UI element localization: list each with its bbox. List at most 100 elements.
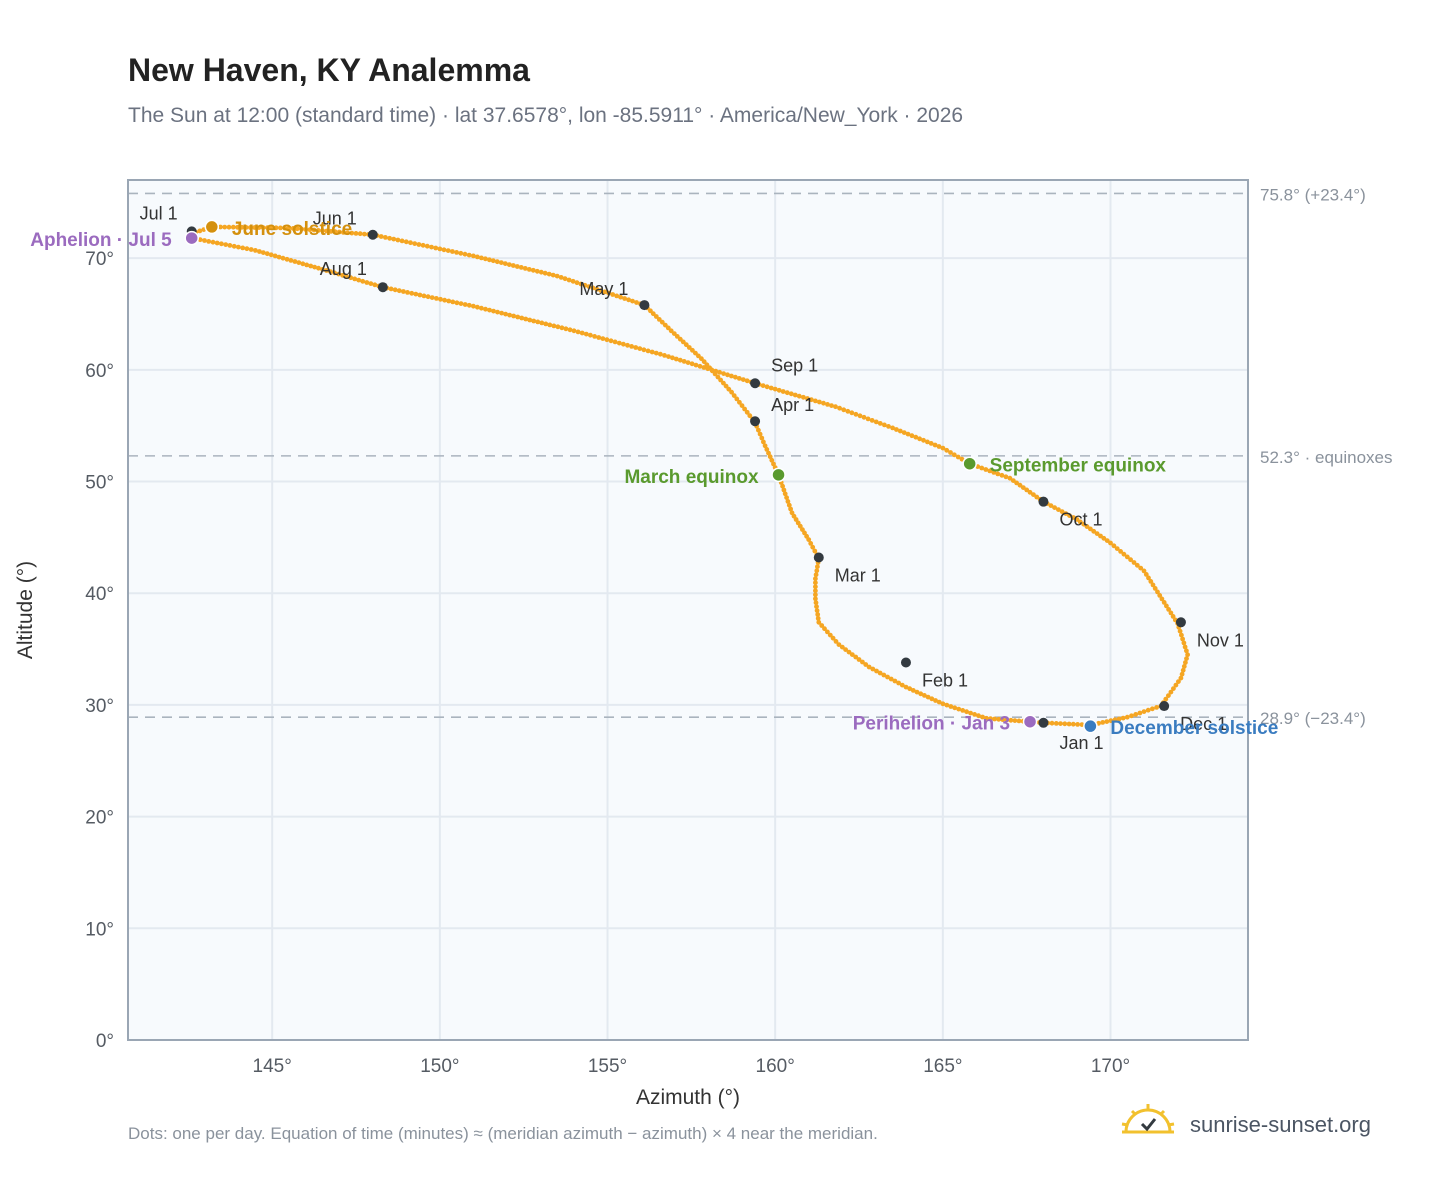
daily-dot bbox=[282, 225, 288, 231]
daily-dot bbox=[526, 267, 532, 272]
daily-dot bbox=[760, 383, 766, 388]
daily-dot bbox=[621, 341, 626, 347]
daily-dot bbox=[744, 409, 750, 415]
daily-dot bbox=[202, 238, 207, 243]
y-tick-label: 50° bbox=[85, 473, 114, 494]
daily-dot bbox=[814, 608, 820, 613]
month-marker bbox=[1038, 717, 1049, 728]
daily-dot bbox=[1124, 554, 1130, 560]
daily-dot bbox=[592, 334, 597, 339]
daily-dot bbox=[519, 315, 525, 321]
daily-dot bbox=[383, 235, 388, 240]
daily-dot bbox=[801, 394, 806, 400]
daily-dot bbox=[762, 443, 768, 449]
daily-dot bbox=[1137, 710, 1143, 716]
daily-dot bbox=[815, 564, 820, 570]
daily-dot bbox=[785, 499, 791, 504]
daily-dot bbox=[1146, 575, 1151, 581]
daily-dot bbox=[913, 434, 919, 440]
daily-dot bbox=[948, 704, 954, 709]
daily-dot bbox=[269, 225, 275, 231]
x-axis-label: Azimuth (°) bbox=[636, 1086, 740, 1109]
daily-dot bbox=[813, 576, 818, 582]
daily-dot bbox=[538, 269, 544, 275]
daily-dot bbox=[602, 289, 608, 295]
daily-dot bbox=[284, 256, 290, 262]
daily-dot bbox=[441, 247, 447, 253]
daily-dot bbox=[725, 372, 730, 378]
daily-dot bbox=[662, 322, 668, 328]
daily-dot bbox=[1154, 705, 1159, 710]
daily-dot bbox=[1168, 610, 1174, 616]
daily-dot bbox=[821, 400, 826, 406]
event-marker bbox=[771, 467, 786, 483]
daily-dot bbox=[243, 225, 249, 230]
daily-dot bbox=[590, 285, 596, 291]
daily-dot bbox=[717, 369, 722, 375]
daily-dot bbox=[462, 302, 468, 307]
daily-dot bbox=[332, 229, 338, 235]
daily-dot bbox=[567, 327, 573, 333]
daily-dot bbox=[320, 267, 325, 272]
daily-dot bbox=[869, 418, 875, 423]
daily-dot bbox=[1179, 632, 1184, 638]
daily-dot bbox=[239, 224, 245, 230]
brand[interactable]: sunrise-sunset.org bbox=[1120, 1102, 1390, 1146]
daily-dot bbox=[412, 241, 418, 247]
daily-dot bbox=[648, 308, 653, 314]
daily-dot bbox=[475, 304, 480, 310]
daily-dot bbox=[865, 416, 871, 422]
month-label: Dec 1 bbox=[1180, 714, 1227, 734]
daily-dot bbox=[677, 357, 683, 363]
daily-dot bbox=[769, 457, 775, 463]
daily-dot bbox=[340, 272, 345, 278]
daily-dot bbox=[219, 241, 224, 247]
daily-dot bbox=[1170, 614, 1176, 619]
daily-dot bbox=[1062, 721, 1068, 727]
daily-dot bbox=[885, 674, 890, 680]
month-marker bbox=[813, 552, 824, 563]
daily-dot bbox=[860, 659, 865, 665]
daily-dot bbox=[1128, 557, 1133, 563]
daily-dot bbox=[956, 706, 962, 712]
daily-dot bbox=[759, 435, 765, 441]
daily-dot bbox=[227, 243, 233, 248]
daily-dot bbox=[421, 293, 427, 299]
daily-dot bbox=[813, 588, 818, 594]
daily-dot bbox=[1014, 480, 1019, 486]
daily-dot bbox=[1152, 586, 1158, 591]
daily-dot bbox=[429, 295, 435, 300]
daily-dot bbox=[1074, 517, 1080, 522]
daily-dot bbox=[1143, 572, 1149, 577]
daily-dot bbox=[980, 714, 985, 720]
daily-dot bbox=[1181, 640, 1187, 646]
daily-dot bbox=[992, 716, 997, 722]
daily-dot bbox=[742, 406, 747, 412]
daily-dot bbox=[1159, 596, 1165, 602]
daily-dot bbox=[673, 356, 679, 362]
daily-dot bbox=[845, 408, 851, 414]
y-tick-label: 40° bbox=[85, 584, 114, 605]
daily-dot bbox=[230, 224, 236, 230]
daily-dot bbox=[612, 339, 618, 345]
daily-dot bbox=[1166, 693, 1171, 698]
daily-dot bbox=[442, 297, 447, 303]
daily-dot bbox=[454, 250, 459, 255]
daily-dot bbox=[764, 447, 770, 452]
daily-dot bbox=[814, 568, 820, 574]
daily-dot bbox=[1114, 546, 1120, 551]
daily-dot bbox=[294, 226, 300, 232]
daily-dot bbox=[892, 678, 898, 684]
daily-dot bbox=[1020, 485, 1026, 490]
daily-dot bbox=[1088, 526, 1093, 532]
daily-dot bbox=[905, 431, 911, 437]
daily-dot bbox=[815, 616, 821, 621]
month-label: Feb 1 bbox=[922, 670, 968, 690]
daily-dot bbox=[1155, 589, 1160, 595]
daily-dot bbox=[616, 340, 622, 346]
daily-dot bbox=[503, 311, 508, 317]
daily-dot bbox=[674, 334, 680, 339]
daily-dot bbox=[235, 224, 240, 230]
daily-dot bbox=[960, 708, 966, 713]
daily-dot bbox=[487, 307, 492, 313]
